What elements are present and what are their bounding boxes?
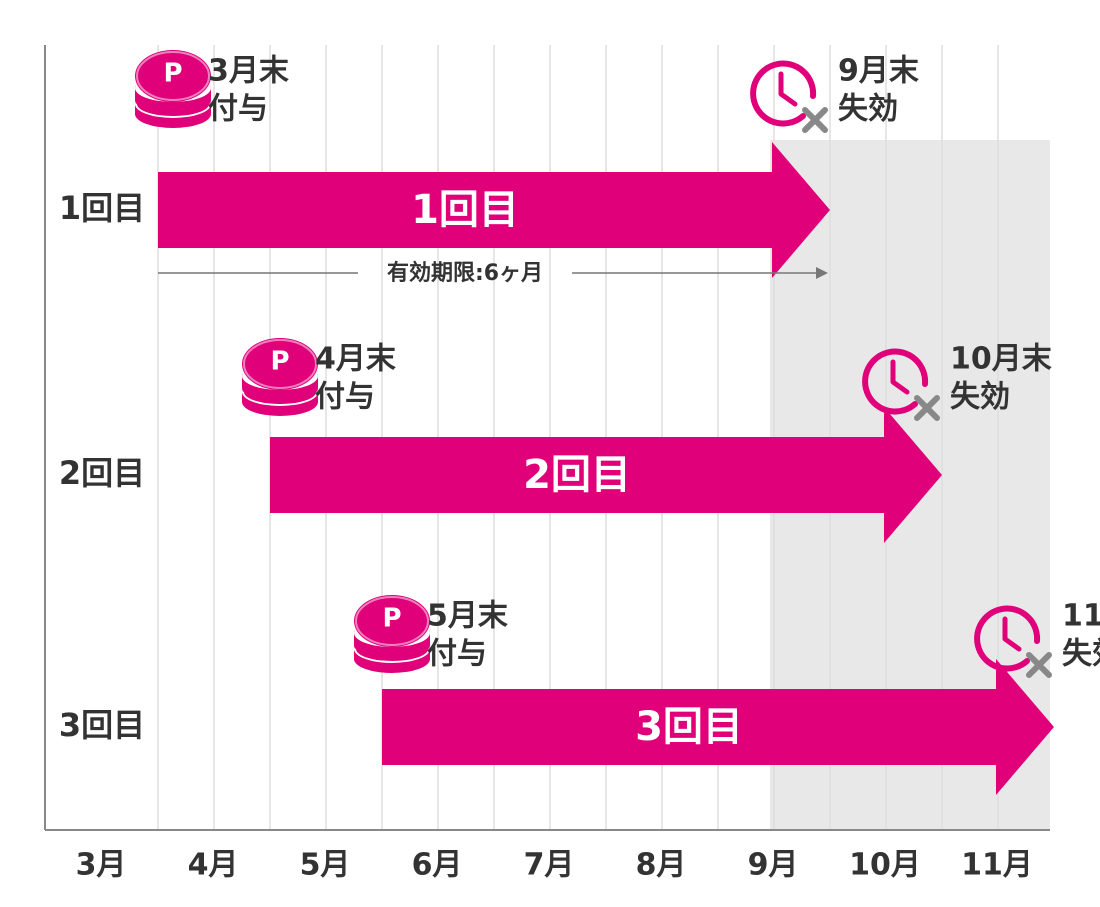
expire-label-text: 失効	[950, 380, 1010, 415]
expire-date-text: 11月末	[1062, 599, 1100, 634]
expire-date-text: 9月末	[838, 54, 919, 89]
x-tick-label: 5月	[300, 848, 351, 883]
row-label: 1回目	[59, 189, 145, 227]
expire-label-text: 失効	[838, 92, 898, 127]
x-tick-label: 4月	[188, 848, 239, 883]
row-label: 2回目	[59, 454, 145, 492]
coin-letter: P	[382, 604, 401, 634]
validity-label: 有効期限:6ヶ月	[387, 260, 543, 286]
clock-expire-icon	[750, 60, 828, 133]
x-tick-label: 8月	[636, 848, 687, 883]
x-tick-label: 11月	[961, 848, 1033, 883]
arrow-label: 1回目	[411, 187, 519, 233]
x-tick-label: 9月	[748, 848, 799, 883]
x-tick-label: 10月	[849, 848, 921, 883]
axis-layer: 3月 4月 5月 6月 7月 8月 9月 10月 11月	[44, 45, 1050, 883]
dimension-arrowhead	[816, 267, 828, 279]
validity-arrow	[158, 142, 830, 278]
x-tick-label: 3月	[76, 848, 127, 883]
grant-label-text: 付与	[208, 92, 268, 127]
coin-letter: P	[270, 347, 289, 377]
point-coin-icon: P	[135, 50, 211, 128]
point-coin-icon: P	[242, 338, 318, 416]
row-label: 3回目	[59, 706, 145, 744]
grant-date-text: 4月末	[315, 342, 396, 377]
arrow-label: 2回目	[523, 452, 631, 498]
clock-expire-icon	[862, 348, 940, 421]
grant-label-text: 付与	[315, 380, 375, 415]
expire-label-text: 失効	[1062, 637, 1100, 672]
grant-label-text: 付与	[427, 637, 487, 672]
arrow-label: 3回目	[635, 704, 743, 750]
validity-arrow	[270, 407, 942, 543]
coin-letter: P	[163, 59, 182, 89]
clock-expire-icon	[974, 605, 1052, 678]
validity-arrow	[382, 659, 1054, 795]
x-tick-label: 7月	[524, 848, 575, 883]
point-coin-icon: P	[354, 595, 430, 673]
x-tick-label: 6月	[412, 848, 463, 883]
grant-date-text: 5月末	[427, 599, 508, 634]
grant-date-text: 3月末	[208, 54, 289, 89]
validity-dimension: 有効期限:6ヶ月	[158, 260, 828, 286]
expire-date-text: 10月末	[950, 342, 1052, 377]
